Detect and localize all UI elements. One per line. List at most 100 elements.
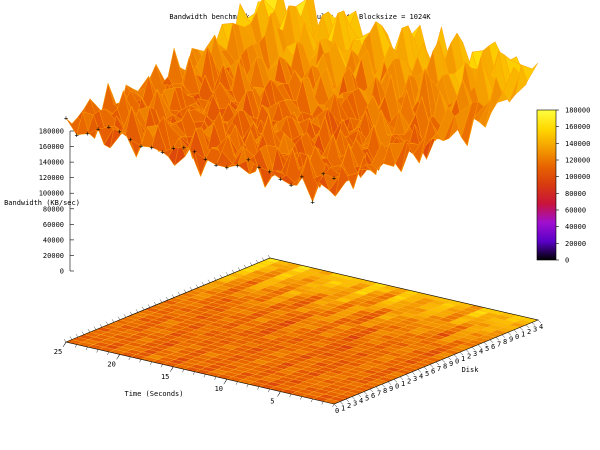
disk-tick-mark [411,371,416,376]
colorbar-swatch [536,109,557,261]
disk-tick-label: 5 [425,370,429,378]
time-minor-tick [128,356,131,360]
disk-tick-mark [531,322,536,326]
disk-tick-mark [471,347,476,351]
disk-tick-label: 3 [413,375,417,383]
surface-point-marker: + [214,162,218,170]
disk-tick-mark [333,403,338,408]
time-minor-tick [117,354,120,358]
disk-tick-mark [441,359,446,363]
disk-tick-mark [339,401,344,405]
surface-point-marker: + [171,145,175,153]
disk-back-tick [261,257,265,261]
disk-back-tick [207,279,211,283]
disk-back-tick [93,326,97,330]
disk-tick-label: 2 [347,402,351,410]
disk-tick-mark [513,329,518,334]
disk-tick-label: 8 [383,387,387,395]
disk-tick-label: 0 [335,407,339,415]
colorbar-tick-label: 40000 [565,223,586,231]
disk-tick-mark [351,396,356,400]
surface-point-marker: + [310,198,314,206]
time-tick-label: 20 [107,360,115,368]
surface-point-marker: + [268,168,272,176]
colorbar-tick-label: 160000 [565,123,590,131]
surface-point-marker: + [150,144,154,152]
time-minor-tick [171,366,174,370]
disk-back-tick [159,299,163,303]
disk-tick-label: 4 [479,348,483,356]
surface-point-marker: + [225,164,229,172]
time-minor-tick [278,391,281,395]
colorbar-tick-label: 0 [565,257,569,265]
time-minor-tick [268,389,270,393]
z-tick-label: 80000 [43,205,64,213]
time-minor-tick [332,403,335,408]
z-tick-label: 120000 [39,174,64,182]
surface-point-marker: + [117,128,121,136]
disk-tick-label: 9 [509,335,513,343]
disk-tick-label: 7 [437,365,441,373]
disk-tick-label: 1 [341,405,345,413]
time-tick-label: 25 [54,348,62,356]
time-minor-tick [75,344,77,348]
disk-tick-mark [399,376,404,380]
colorbar-tick-label: 20000 [565,240,586,248]
surface-point-marker: + [160,149,164,157]
surface-point-marker: + [203,155,207,163]
disk-tick-label: 6 [491,343,495,351]
surface-point-marker: + [321,170,325,178]
time-minor-tick [64,341,67,346]
z-tick-label: 0 [60,268,64,276]
surface-patch [520,62,539,82]
disk-tick-label: 2 [407,377,411,385]
disk-back-tick [213,277,217,281]
disk-back-tick [183,289,187,293]
time-tick-label: 15 [161,373,169,381]
disk-tick-label: 6 [371,392,375,400]
disk-tick-label: 2 [467,353,471,361]
disk-back-tick [249,262,253,266]
disk-back-tick [147,304,151,308]
disk-back-tick [201,282,205,286]
surface-point-marker: + [182,144,186,152]
disk-tick-mark [477,344,482,348]
surface-point-marker: + [139,143,143,151]
disk-back-tick [141,306,145,310]
disk-back-tick [87,329,91,333]
disk-back-tick [177,291,181,296]
disk-tick-label: 7 [377,390,381,398]
colorbar: 180000 160000 140000 120000 100000 80000 60000… [536,107,590,265]
disk-tick-mark [423,366,428,371]
disk-tick-mark [525,324,530,329]
disk-tick-label: 5 [365,395,369,403]
time-minor-tick [300,396,303,400]
z-tick-label: 140000 [39,159,64,167]
disk-back-tick [117,316,121,320]
disk-tick-label: 1 [401,380,405,388]
disk-tick-mark [417,369,422,373]
disk-back-tick [63,338,67,343]
surface-point-marker: + [96,126,100,134]
time-minor-tick [192,371,195,375]
disk-tick-mark [429,364,434,368]
disk-back-tick [243,264,247,268]
disk-back-tick [255,259,259,264]
z-tick-label: 180000 [39,128,64,136]
disk-tick-label: 8 [503,338,507,346]
colorbar-tick-label: 100000 [565,173,590,181]
surface-point-marker: + [289,182,293,190]
time-tick-label: 10 [215,385,223,393]
disk-back-tick [189,287,193,291]
disk-back-tick [231,269,235,273]
time-minor-tick [150,361,152,365]
disk-tick-mark [381,384,386,388]
disk-back-tick [267,254,271,259]
y-axis-label: Disk [462,366,480,374]
disk-tick-label: 2 [527,328,531,336]
disk-back-tick [135,309,139,313]
disk-tick-label: 8 [443,363,447,371]
colorbar-tick-label: 60000 [565,207,586,215]
disk-tick-mark [537,319,542,324]
disk-tick-label: 3 [353,400,357,408]
